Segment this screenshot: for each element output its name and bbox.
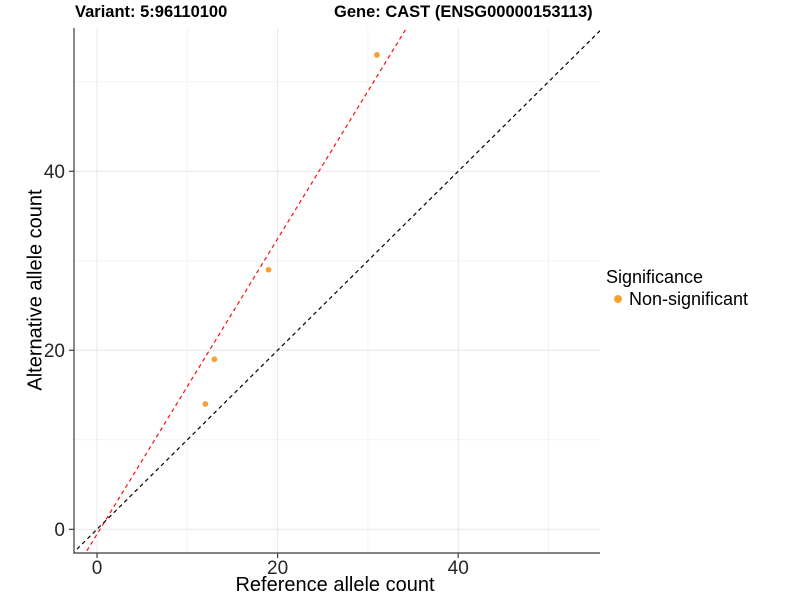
legend-point-icon xyxy=(614,295,622,303)
y-tick-label: 20 xyxy=(44,341,65,362)
legend-title: Significance xyxy=(606,267,704,287)
x-axis-title: Reference allele count xyxy=(235,574,435,596)
gene-title: Gene: CAST (ENSG00000153113) xyxy=(334,3,593,21)
legend: Significance Non-significant xyxy=(606,266,748,309)
data-point xyxy=(211,356,218,363)
data-point xyxy=(265,266,272,273)
data-point xyxy=(202,401,209,407)
legend-item-label: Non-significant xyxy=(629,289,749,309)
y-tick-label: 0 xyxy=(54,520,65,541)
variant-title: Variant: 5:96110100 xyxy=(75,3,228,21)
y-tick-label: 40 xyxy=(44,162,65,183)
fitted-line xyxy=(84,28,408,553)
legend-item-non-significant: Non-significant xyxy=(606,289,748,309)
x-tick-label: 0 xyxy=(92,558,103,579)
identity-line xyxy=(74,29,600,553)
data-point xyxy=(374,52,380,58)
x-tick-label: 40 xyxy=(448,558,469,579)
x-tick-label: 20 xyxy=(267,558,288,579)
y-axis-title: Alternative allele count xyxy=(24,189,47,391)
